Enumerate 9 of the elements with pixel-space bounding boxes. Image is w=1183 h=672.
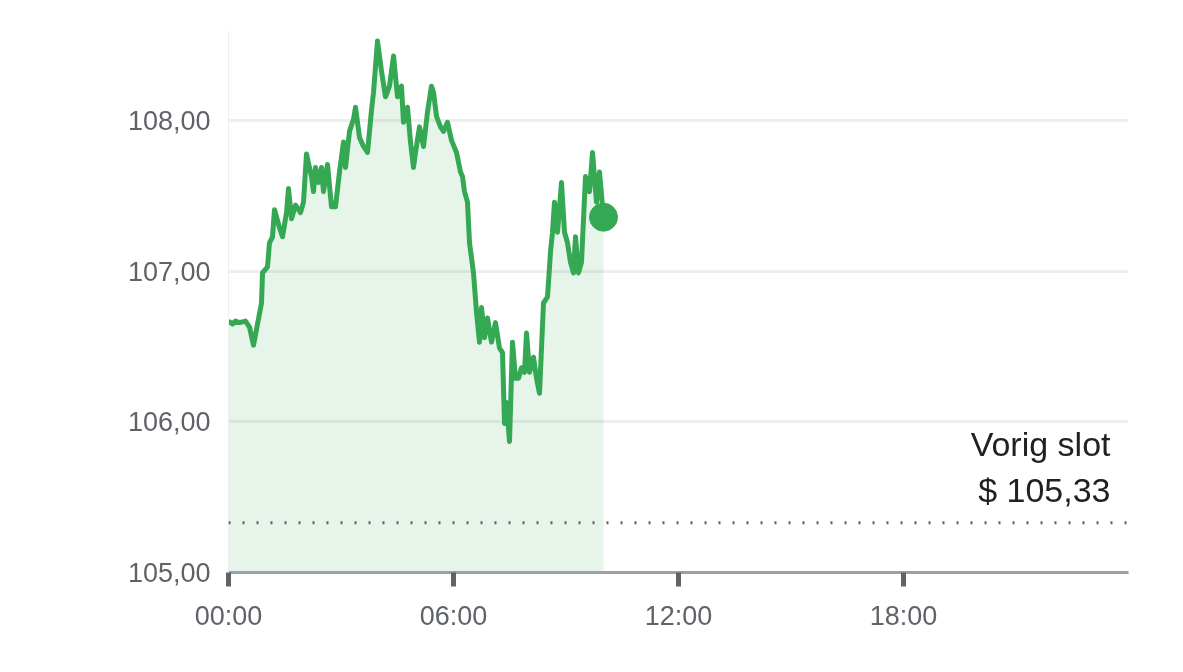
- y-tick-label: 107,00: [127, 256, 211, 287]
- ref-line-label: Vorig slot $ 105,33: [970, 425, 1112, 509]
- y-tick-label: 108,00: [127, 106, 211, 137]
- x-tick-label: 18:00: [869, 600, 938, 631]
- x-tick-label: 12:00: [644, 600, 713, 631]
- x-tick-label: 00:00: [194, 600, 263, 631]
- y-tick-label: 105,00: [127, 558, 211, 588]
- y-tick-label: 106,00: [127, 407, 211, 438]
- x-tick-label: 06:00: [419, 600, 488, 631]
